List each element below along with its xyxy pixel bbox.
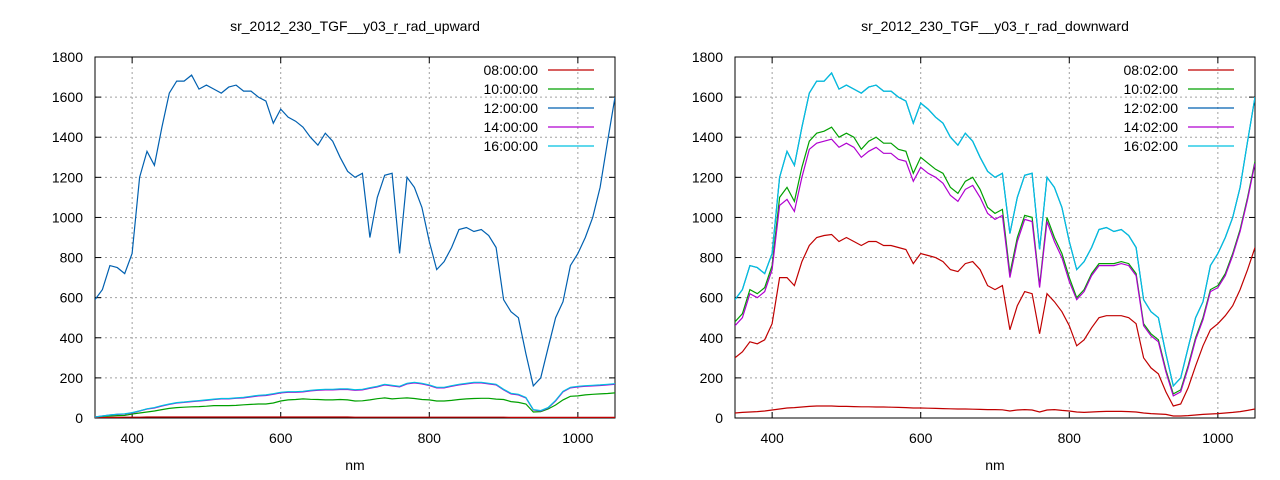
y-tick-label: 1400: [52, 129, 83, 145]
x-tick-label: 800: [1058, 430, 1082, 446]
y-tick-label: 0: [75, 410, 83, 426]
legend-label: 14:02:00: [1124, 119, 1179, 135]
x-tick-label: 800: [418, 430, 442, 446]
legend-label: 08:02:00: [1124, 62, 1179, 78]
series-line-10-02-00: [735, 126, 1255, 395]
y-tick-label: 800: [60, 250, 84, 266]
x-tick-label: 400: [120, 430, 144, 446]
plot-frame: [734, 56, 1256, 419]
chart-panel-downward: sr_2012_230_TGF__y03_r_rad_downward 0 200 4…: [692, 18, 1256, 473]
x-tick-label: 1000: [1202, 430, 1233, 446]
y-tick-label: 1000: [52, 209, 83, 225]
y-tick-label: 1200: [692, 169, 723, 185]
chart-title: sr_2012_230_TGF__y03_r_rad_downward: [861, 18, 1129, 34]
y-tick-label: 1600: [52, 89, 83, 105]
series-line-16-02-00: [735, 71, 1255, 388]
x-tick-label: 600: [909, 430, 933, 446]
y-tick-label: 1200: [52, 169, 83, 185]
chart-panel-upward: sr_2012_230_TGF__y03_r_rad_upward 0 200 400…: [52, 18, 616, 473]
x-axis-label: nm: [345, 457, 364, 473]
legend-label: 08:00:00: [484, 62, 539, 78]
legend-label: 10:00:00: [484, 81, 539, 97]
y-tick-label: 1000: [692, 209, 723, 225]
series-line-08-02-00: [735, 405, 1255, 417]
y-tick-label: 400: [60, 330, 84, 346]
legend-label: 12:00:00: [484, 100, 539, 116]
legend-label: 16:02:00: [1124, 138, 1179, 154]
legend-label: 16:00:00: [484, 138, 539, 154]
series-line-16-00-00: [95, 381, 615, 418]
series-line-14-02-00: [735, 138, 1255, 397]
y-tick-label: 600: [700, 290, 724, 306]
y-tick-label: 200: [700, 370, 724, 386]
series-line-10-00-00: [95, 392, 615, 418]
y-tick-label: 0: [715, 410, 723, 426]
series-line-12-00-00: [95, 74, 615, 388]
x-tick-label: 1000: [562, 430, 593, 446]
x-tick-label: 400: [760, 430, 784, 446]
y-tick-label: 1400: [692, 129, 723, 145]
legend-label: 14:00:00: [484, 119, 539, 135]
y-tick-label: 1800: [692, 49, 723, 65]
y-tick-label: 1800: [52, 49, 83, 65]
series-line-unlabeled: [735, 233, 1255, 407]
legend-label: 12:02:00: [1124, 100, 1179, 116]
x-tick-label: 600: [269, 430, 293, 446]
y-tick-label: 200: [60, 370, 84, 386]
legend-label: 10:02:00: [1124, 81, 1179, 97]
x-axis-label: nm: [985, 457, 1004, 473]
chart-title: sr_2012_230_TGF__y03_r_rad_upward: [230, 18, 480, 34]
y-tick-label: 400: [700, 330, 724, 346]
y-tick-label: 600: [60, 290, 84, 306]
y-tick-label: 1600: [692, 89, 723, 105]
y-tick-label: 800: [700, 250, 724, 266]
plot-frame: [94, 56, 616, 419]
